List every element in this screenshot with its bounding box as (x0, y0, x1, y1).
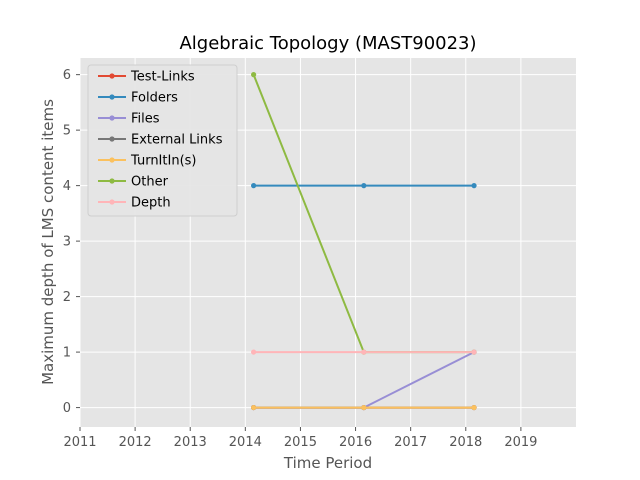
x-tick-label: 2016 (339, 435, 372, 450)
y-tick-label: 1 (63, 346, 71, 361)
y-tick-label: 5 (63, 124, 71, 139)
x-tick-label: 2014 (229, 435, 262, 450)
legend-box (87, 64, 238, 217)
legend-label: Files (131, 112, 160, 127)
legend-label: TurnItIn(s) (130, 154, 196, 169)
legend-marker (109, 157, 115, 163)
data-point-folders (361, 183, 367, 189)
x-tick-label: 2013 (174, 435, 207, 450)
y-tick-label: 6 (63, 68, 71, 83)
x-tick-label: 2012 (119, 435, 152, 450)
legend-marker (109, 178, 115, 184)
data-point-other (251, 72, 257, 78)
data-point-turnitin-s (471, 404, 477, 411)
x-tick-label: 2017 (394, 435, 427, 450)
legend-label: Test-Links (130, 70, 195, 85)
data-point-turnitin-s (251, 404, 257, 411)
x-tick-label: 2011 (63, 435, 96, 450)
x-axis-ticks: 2011 2012 2013 2014 2015 2016 2017 2018 2019 (63, 427, 537, 450)
legend-label: Depth (131, 196, 171, 211)
y-axis-label: Maximum depth of LMS content items (39, 99, 57, 385)
x-tick-label: 2015 (284, 435, 317, 450)
data-point-depth (471, 349, 477, 355)
y-axis-ticks: 0 1 2 3 4 5 6 (63, 68, 80, 416)
data-point-depth (251, 349, 257, 355)
legend-marker (109, 94, 115, 100)
legend-marker (109, 136, 115, 142)
legend-marker (109, 115, 115, 121)
y-tick-label: 0 (63, 401, 71, 416)
x-tick-label: 2018 (449, 435, 482, 450)
data-point-depth (361, 349, 367, 355)
x-axis-label: Time Period (283, 454, 372, 472)
legend: Test-Links Folders Files External Links Turn… (87, 64, 238, 217)
series-layer (251, 72, 477, 411)
chart-title: Algebraic Topology (MAST90023) (179, 33, 476, 54)
data-point-turnitin-s (361, 404, 367, 411)
data-point-folders (251, 183, 257, 189)
data-point-folders (471, 183, 477, 189)
legend-label: External Links (131, 133, 223, 148)
x-tick-label: 2019 (504, 435, 537, 450)
y-tick-label: 3 (63, 235, 71, 250)
y-tick-label: 2 (63, 290, 71, 305)
legend-label: Other (131, 175, 169, 190)
legend-marker (109, 73, 115, 79)
y-tick-label: 4 (63, 179, 71, 194)
legend-label: Folders (131, 91, 178, 106)
legend-marker (109, 199, 115, 205)
